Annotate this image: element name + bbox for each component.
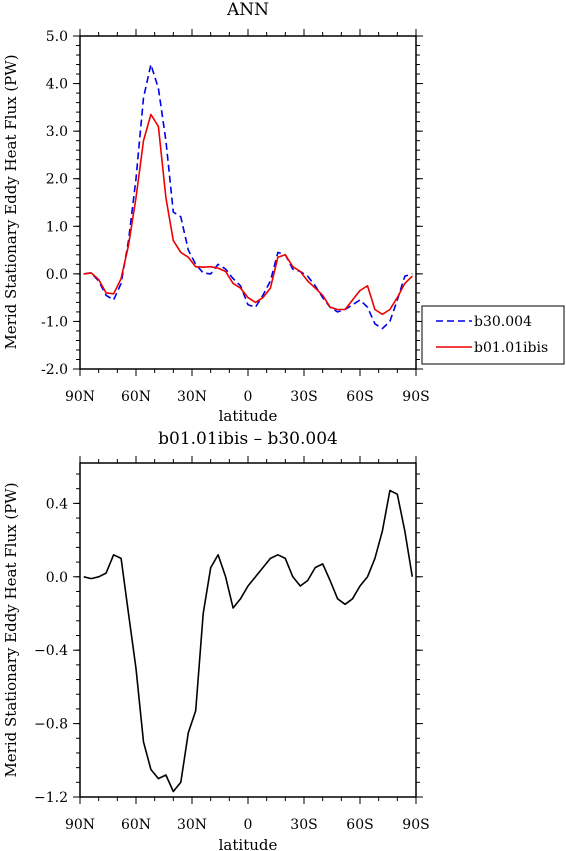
top-x-tick-labels: 90N 60N 30N 0 30S 60S 90S xyxy=(65,389,430,405)
top-y-tick-label: 1.0 xyxy=(46,219,68,235)
top-y-tick-labels: -2.0 -1.0 0.0 1.0 2.0 3.0 4.0 5.0 xyxy=(41,29,68,378)
top-x-tick-label: 30N xyxy=(177,389,207,405)
bottom-x-tick-label: 60N xyxy=(121,817,151,833)
top-x-tick-label: 90S xyxy=(402,389,429,405)
legend-label-b30-004: b30.004 xyxy=(474,314,532,330)
top-y-tick-label: 2.0 xyxy=(46,172,68,188)
top-y-tick-label: 5.0 xyxy=(46,29,68,45)
top-y-tick-label: -1.0 xyxy=(41,314,68,330)
top-y-axis-label: Merid Stationary Eddy Heat Flux (PW) xyxy=(2,54,20,349)
top-series-line-b01-01ibis xyxy=(83,113,413,316)
bottom-y-tick-label: 0.4 xyxy=(46,496,68,512)
bottom-chart-title: b01.01ibis – b30.004 xyxy=(158,429,338,449)
bottom-y-axis-label: Merid Stationary Eddy Heat Flux (PW) xyxy=(2,482,20,777)
bottom-x-tick-label: 30S xyxy=(290,817,317,833)
top-x-tick-label: 30S xyxy=(290,389,317,405)
top-panel: ANN -2.0 -1.0 0.0 1.0 2.0 3.0 4.0 5.0 90N 60N 30N… xyxy=(2,0,565,425)
top-y-tick-label: 4.0 xyxy=(46,77,68,93)
bottom-x-axis-label: latitude xyxy=(219,836,278,851)
bottom-x-tick-label: 0 xyxy=(244,817,253,833)
top-axis-ticks xyxy=(73,29,423,376)
top-chart-title: ANN xyxy=(226,0,269,20)
top-x-axis-label: latitude xyxy=(219,407,278,425)
top-series-line-b30-004 xyxy=(83,63,413,330)
legend-label-b01-01ibis: b01.01ibis xyxy=(474,340,548,356)
bottom-y-tick-label: 0.0 xyxy=(46,570,68,586)
top-series-lines xyxy=(83,63,413,330)
top-y-tick-label: -2.0 xyxy=(41,362,68,378)
bottom-x-tick-labels: 90N 60N 30N 0 30S 60S 90S xyxy=(65,817,430,833)
bottom-y-tick-label: −0.4 xyxy=(34,643,68,659)
bottom-x-tick-label: 60S xyxy=(346,817,373,833)
top-y-tick-label: 0.0 xyxy=(46,267,68,283)
bottom-axis-ticks xyxy=(73,456,423,804)
bottom-x-tick-label: 30N xyxy=(177,817,207,833)
legend-box xyxy=(421,305,565,365)
bottom-x-tick-label: 90S xyxy=(402,817,429,833)
top-plot-frame xyxy=(79,35,417,370)
bottom-series-lines xyxy=(83,489,414,793)
legend: b30.004 b01.01ibis xyxy=(421,305,565,365)
bottom-panel: b01.01ibis – b30.004 −1.2−0.8−0.40.00.4 … xyxy=(2,429,430,851)
top-x-tick-label: 60S xyxy=(346,389,373,405)
top-x-tick-label: 0 xyxy=(244,389,253,405)
bottom-x-tick-label: 90N xyxy=(65,817,95,833)
bottom-series-line-difference xyxy=(83,489,414,793)
bottom-y-tick-label: −1.2 xyxy=(34,790,68,806)
top-y-tick-label: 3.0 xyxy=(46,124,68,140)
bottom-y-tick-label: −0.8 xyxy=(34,717,68,733)
top-x-tick-label: 60N xyxy=(121,389,151,405)
top-x-tick-label: 90N xyxy=(65,389,95,405)
bottom-y-tick-labels: −1.2 −0.8 −0.4 0.0 0.4 xyxy=(34,496,68,806)
